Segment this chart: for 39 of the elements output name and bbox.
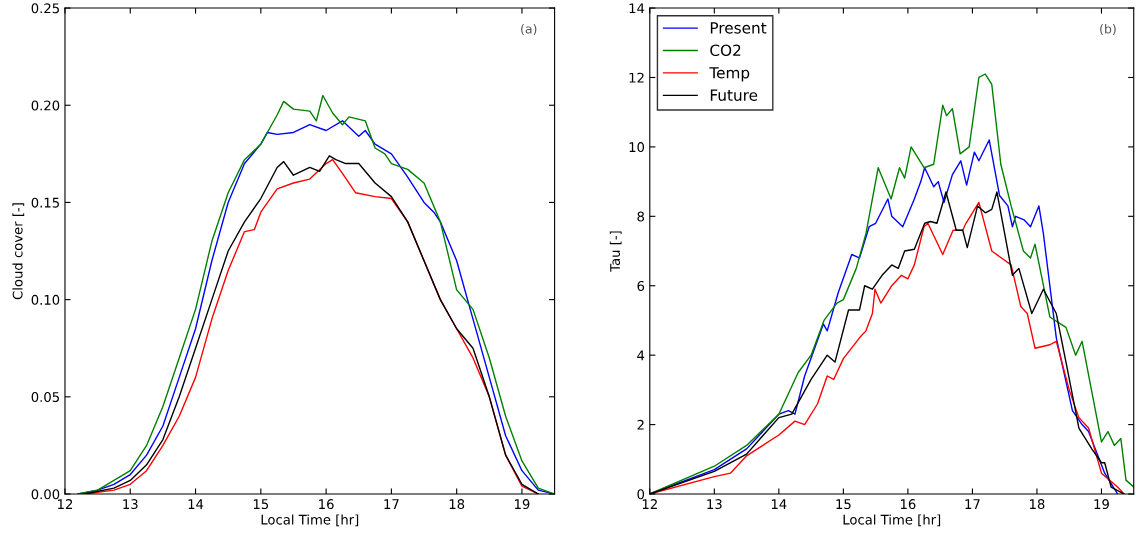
y-tick-label: 14 [629,3,645,14]
x-tick-label: 16 [900,499,916,510]
legend-label: Temp [709,67,750,82]
y-tick-label: 4 [637,350,645,361]
annotation: (b) [1100,23,1116,36]
y-axis-title: Cloud cover [-] [12,203,25,300]
x-tick-label: 13 [123,499,138,510]
y-tick-label: 2 [637,419,644,430]
y-axis-title: Tau [-] [609,231,622,272]
y-tick-label: 0.15 [31,197,59,208]
x-tick-label: 14 [771,499,787,509]
y-tick-label: 8 [637,211,645,222]
y-tick-label: 0.00 [31,489,60,500]
y-tick-label: 0.20 [31,100,60,111]
x-tick-label: 18 [1030,499,1045,510]
x-tick-label: 15 [253,499,269,510]
y-tick-label: 10 [629,142,645,153]
x-tick-label: 13 [707,499,722,510]
y-tick-label: 0 [637,489,645,500]
x-tick-label: 15 [836,499,851,510]
legend-label: Present [710,22,767,34]
x-tick-label: 16 [319,499,334,510]
x-tick-label: 19 [1094,499,1109,510]
annotation: (a) [521,23,537,36]
x-axis-title: Local Time [hr] [261,514,359,527]
y-tick-label: 0.05 [31,392,59,403]
x-tick-label: 18 [449,499,465,510]
x-tick-label: 19 [515,499,530,510]
y-tick-label: 0.10 [31,294,60,305]
x-tick-label: 12 [58,499,73,509]
y-tick-label: 6 [637,280,645,291]
x-tick-label: 17 [384,499,399,509]
x-tick-label: 17 [965,499,980,509]
legend-label: Future [710,89,758,101]
y-tick-label: 12 [629,72,644,83]
x-tick-label: 14 [188,499,204,509]
y-tick-label: 0.25 [31,3,59,14]
x-axis-title: Local Time [hr] [843,514,941,527]
legend-label: CO2 [710,44,741,57]
